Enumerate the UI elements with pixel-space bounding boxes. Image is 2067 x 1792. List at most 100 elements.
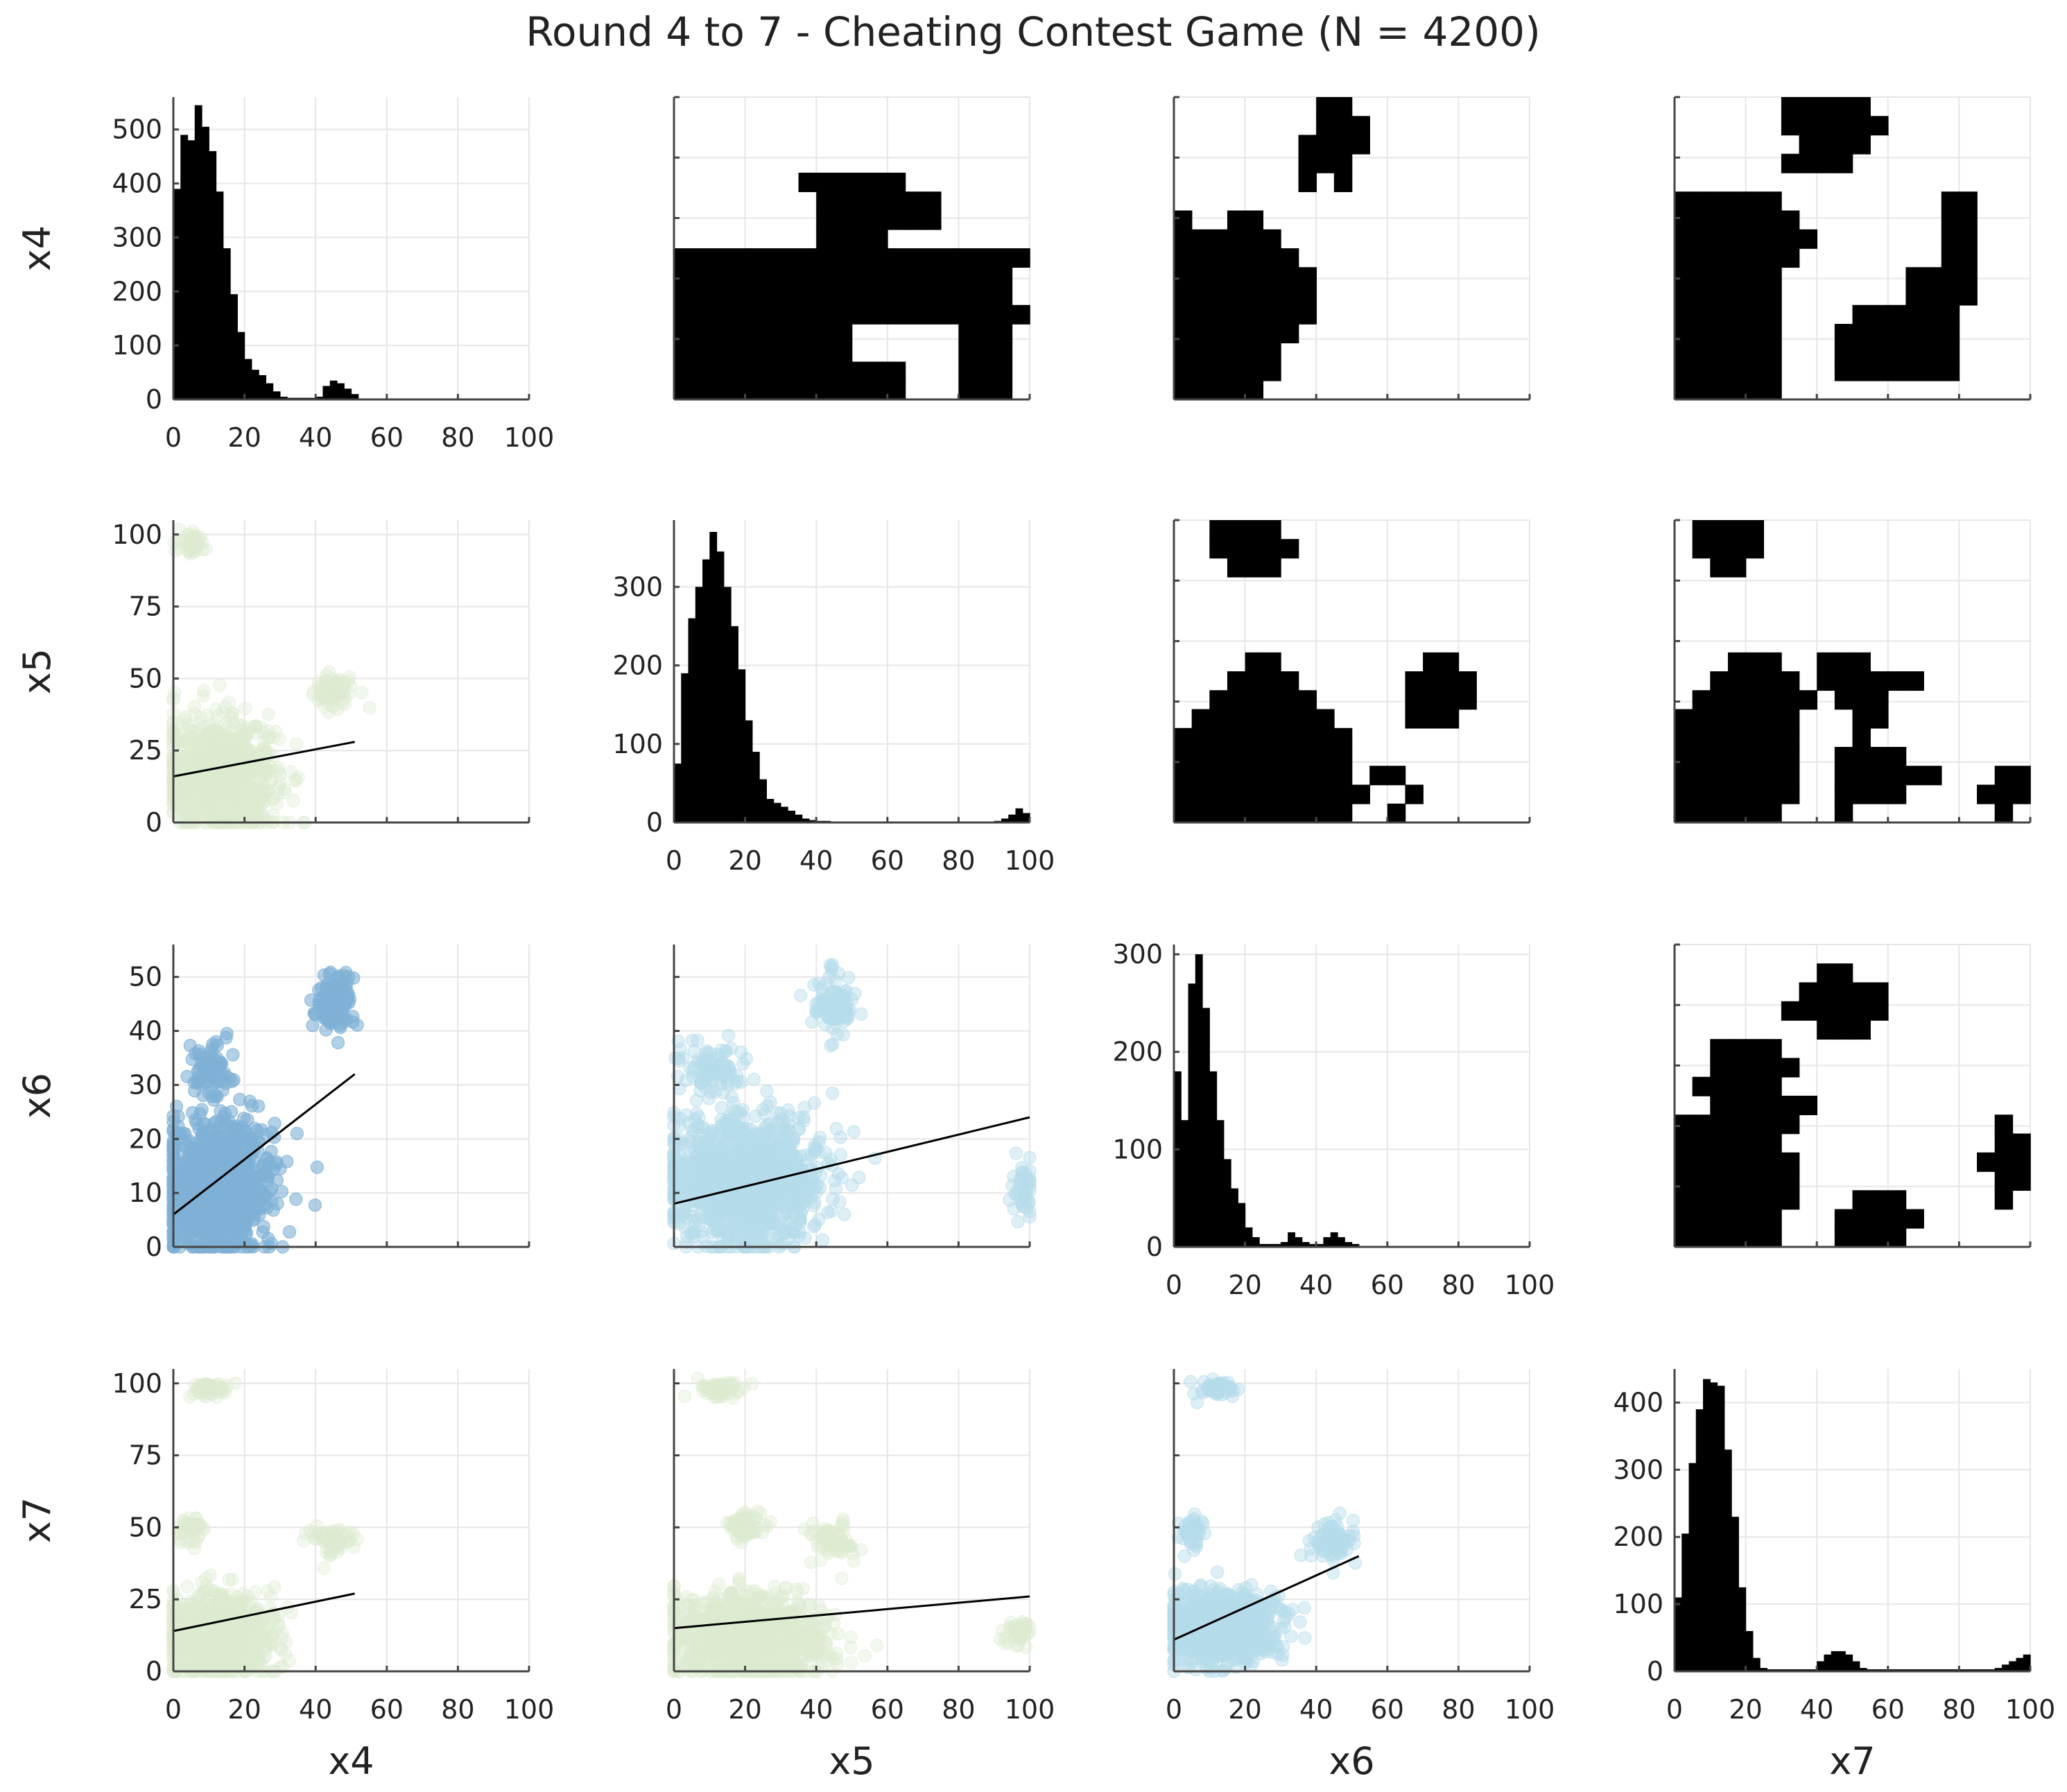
scatter-point bbox=[1023, 1151, 1037, 1164]
hist-bar bbox=[1316, 1243, 1324, 1247]
hist-bar bbox=[1301, 1241, 1310, 1247]
scatter-point bbox=[200, 708, 214, 723]
hist-bar bbox=[279, 397, 288, 399]
scatter-point bbox=[751, 1190, 765, 1205]
scatter-point bbox=[227, 1073, 241, 1087]
hist-bar bbox=[329, 380, 338, 399]
x-tick-label: 0 bbox=[1166, 1270, 1182, 1300]
hist-bar bbox=[1008, 814, 1017, 822]
hist-bar bbox=[1688, 1463, 1697, 1671]
scatter-point bbox=[825, 1086, 840, 1101]
hist-bar bbox=[1188, 983, 1196, 1247]
scatter-point bbox=[725, 1090, 738, 1104]
hist-bar bbox=[1209, 1071, 1218, 1247]
hist-bar bbox=[688, 618, 696, 822]
scatter-point bbox=[806, 1220, 821, 1234]
y-tick-label: 75 bbox=[129, 592, 162, 622]
scatter-point bbox=[363, 701, 377, 715]
hist-bar bbox=[223, 248, 231, 399]
scatter-point bbox=[241, 1200, 255, 1214]
scatter-point bbox=[172, 732, 186, 746]
scatter-point bbox=[254, 1183, 268, 1197]
hist-bar bbox=[1731, 1517, 1739, 1671]
scatter-point bbox=[289, 737, 304, 751]
hist-bar bbox=[745, 720, 753, 822]
y-tick-label: 200 bbox=[1112, 1037, 1163, 1067]
x-tick-label: 100 bbox=[1005, 845, 1055, 876]
y-tick-label: 300 bbox=[1613, 1454, 1663, 1485]
scatter-point bbox=[273, 732, 286, 746]
hist-bar bbox=[259, 374, 266, 399]
scatter-point bbox=[255, 760, 269, 774]
scatter-point bbox=[684, 1172, 698, 1186]
hist-bar bbox=[1760, 1668, 1767, 1671]
scatter-point bbox=[200, 1057, 214, 1071]
hist-bar bbox=[1174, 1071, 1182, 1247]
hist-bar bbox=[1330, 1232, 1338, 1247]
y-tick-label: 0 bbox=[146, 1232, 162, 1262]
scatter-point bbox=[169, 780, 183, 794]
scatter-point bbox=[189, 776, 202, 790]
scatter-point bbox=[254, 777, 268, 791]
hist-bar bbox=[1001, 818, 1009, 822]
scatter-point bbox=[324, 994, 338, 1008]
scatter-point bbox=[277, 786, 292, 800]
scatter-point bbox=[838, 985, 851, 999]
y-tick-label: 25 bbox=[129, 735, 162, 766]
scatter-point bbox=[196, 1128, 209, 1141]
hist-bar bbox=[1703, 1379, 1711, 1671]
hist-bar bbox=[773, 802, 781, 822]
scatter-point bbox=[261, 707, 275, 721]
scatter-point bbox=[745, 1211, 760, 1225]
scatter-point bbox=[230, 1180, 245, 1194]
hist-bar bbox=[752, 752, 760, 822]
scatter-point bbox=[773, 1126, 787, 1140]
hist-bar bbox=[759, 779, 767, 822]
scatter-point bbox=[759, 1161, 772, 1175]
hist-bar bbox=[315, 397, 324, 399]
scatter-point bbox=[1007, 1202, 1021, 1216]
scatter-point bbox=[198, 1225, 213, 1239]
x-tick-label: 40 bbox=[1299, 1270, 1333, 1300]
hist-bar bbox=[1181, 1120, 1189, 1247]
hist-bar bbox=[1831, 1651, 1839, 1671]
hist-bar bbox=[1216, 1120, 1225, 1247]
scatter-point bbox=[829, 1016, 843, 1031]
hist-bar bbox=[1238, 1203, 1246, 1247]
scatter-point bbox=[310, 1160, 324, 1174]
scatter-point bbox=[355, 685, 369, 700]
scatter-point bbox=[286, 793, 300, 807]
hist-bar bbox=[1231, 1188, 1238, 1247]
hist-bar bbox=[194, 105, 202, 399]
x-tick-label: 40 bbox=[299, 422, 332, 453]
y-tick-label: 10 bbox=[129, 1178, 162, 1208]
hist-bar bbox=[788, 811, 796, 822]
hist-bar bbox=[723, 587, 732, 822]
figure-title: Round 4 to 7 - Cheating Contest Game (N … bbox=[526, 8, 1540, 55]
y-tick-label: 100 bbox=[1112, 1134, 1163, 1164]
scatter-point bbox=[701, 1055, 715, 1069]
scatter-point bbox=[243, 1094, 257, 1108]
hist-bar bbox=[1223, 1159, 1231, 1247]
hist-bar bbox=[273, 391, 281, 399]
hist-bar bbox=[1252, 1237, 1260, 1247]
hist-bar bbox=[1266, 1243, 1274, 1247]
scatter-point bbox=[716, 1195, 730, 1209]
scatter-point bbox=[685, 1185, 700, 1200]
hist-bar bbox=[344, 388, 352, 399]
hist-bar bbox=[173, 189, 181, 399]
scatter-point bbox=[208, 810, 222, 824]
scatter-point bbox=[838, 1207, 851, 1221]
hist-bar bbox=[1259, 1243, 1267, 1247]
hist-bar bbox=[1738, 1587, 1747, 1671]
scatter-point bbox=[797, 1114, 811, 1128]
scatter-point bbox=[342, 970, 356, 984]
scatter-point bbox=[178, 1214, 191, 1227]
hist-bar bbox=[702, 559, 710, 822]
scatter-point bbox=[272, 761, 286, 775]
hist-bar bbox=[187, 140, 196, 400]
scatter-point bbox=[223, 1211, 237, 1225]
hist-bar bbox=[1295, 1237, 1303, 1247]
